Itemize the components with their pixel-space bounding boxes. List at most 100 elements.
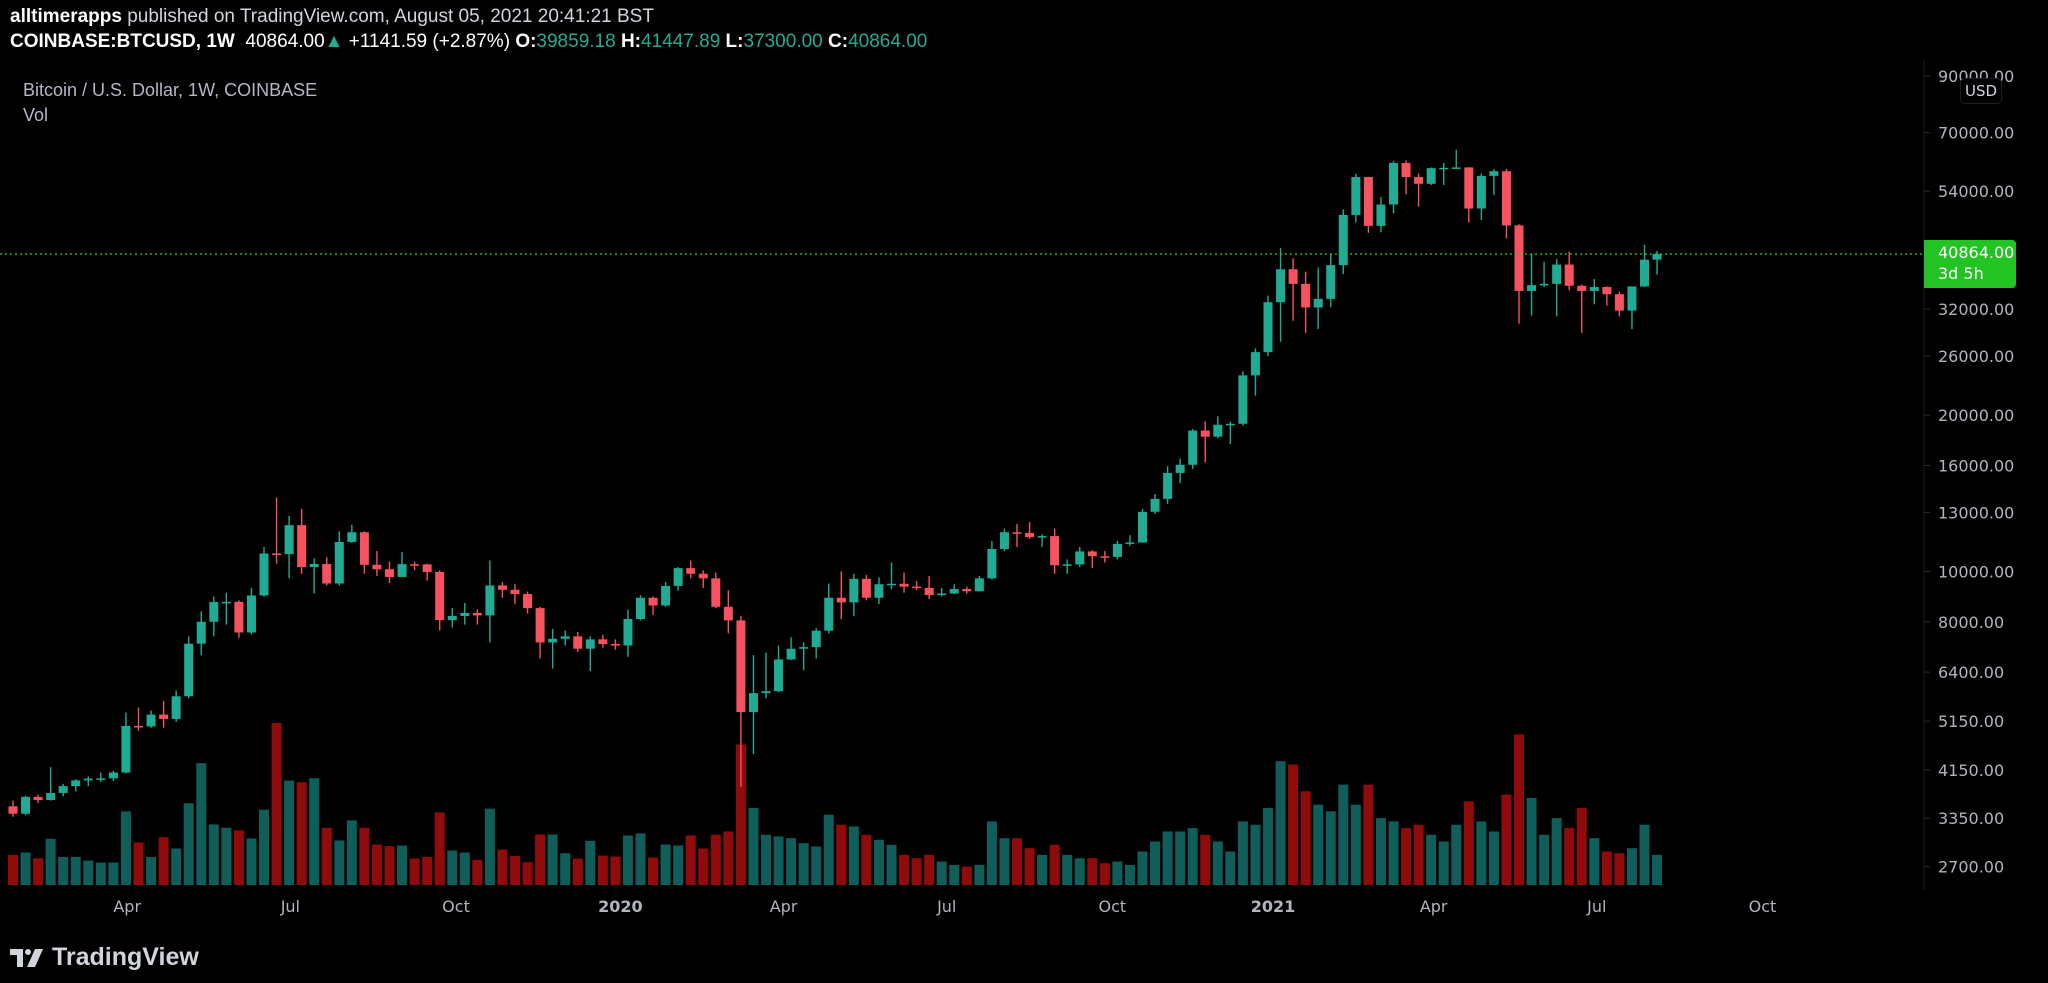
candle[interactable]: [1062, 559, 1072, 574]
candle[interactable]: [962, 586, 972, 594]
candle[interactable]: [447, 608, 457, 628]
time-axis[interactable]: Apr Jul Oct 2020 Apr Jul Oct 2021 Apr Jul Oct: [113, 897, 1776, 916]
candle[interactable]: [347, 524, 357, 543]
candle[interactable]: [1338, 209, 1348, 275]
candle[interactable]: [21, 795, 31, 816]
candle[interactable]: [861, 574, 871, 601]
candle[interactable]: [171, 690, 181, 722]
candle[interactable]: [1050, 528, 1060, 574]
candle[interactable]: [1602, 286, 1612, 306]
candle[interactable]: [46, 767, 56, 801]
candle[interactable]: [1614, 291, 1624, 317]
candle[interactable]: [661, 581, 671, 607]
candle[interactable]: [698, 570, 708, 588]
candle[interactable]: [874, 577, 884, 605]
candle[interactable]: [1012, 523, 1022, 547]
candle[interactable]: [146, 710, 156, 728]
candle[interactable]: [1276, 247, 1286, 342]
candle[interactable]: [209, 596, 219, 637]
candle[interactable]: [196, 611, 206, 656]
candle[interactable]: [1326, 253, 1336, 308]
candle[interactable]: [1501, 168, 1511, 239]
candle[interactable]: [535, 606, 545, 659]
candle[interactable]: [510, 584, 520, 605]
candle[interactable]: [912, 581, 922, 591]
candle[interactable]: [786, 637, 796, 661]
candle[interactable]: [1401, 160, 1411, 195]
candle[interactable]: [573, 631, 583, 652]
candle[interactable]: [1238, 371, 1248, 426]
candle[interactable]: [1640, 244, 1649, 288]
candle[interactable]: [1313, 267, 1323, 330]
candle[interactable]: [58, 783, 68, 797]
candle[interactable]: [1163, 466, 1173, 504]
candle[interactable]: [1564, 251, 1574, 291]
candle[interactable]: [1075, 546, 1085, 568]
candle[interactable]: [1037, 534, 1047, 547]
candle[interactable]: [1376, 197, 1386, 233]
candle[interactable]: [1389, 160, 1398, 214]
candle[interactable]: [761, 652, 771, 699]
candle[interactable]: [974, 576, 984, 592]
candle[interactable]: [1112, 540, 1122, 560]
candle[interactable]: [1451, 149, 1461, 169]
candle[interactable]: [1363, 176, 1373, 233]
candle[interactable]: [1100, 551, 1110, 563]
candle[interactable]: [359, 531, 369, 574]
candle[interactable]: [1225, 421, 1235, 444]
candle[interactable]: [410, 561, 420, 571]
candle[interactable]: [999, 528, 1009, 552]
candle[interactable]: [1087, 550, 1097, 569]
candle[interactable]: [1138, 508, 1147, 543]
candle[interactable]: [460, 602, 470, 625]
candle[interactable]: [372, 551, 382, 577]
price-axis[interactable]: 90000.0070000.0054000.0032000.0026000.00…: [1924, 67, 2014, 877]
candle[interactable]: [322, 557, 332, 586]
candle[interactable]: [33, 794, 43, 804]
candle[interactable]: [1489, 168, 1499, 195]
candle[interactable]: [987, 540, 997, 580]
candle[interactable]: [96, 772, 106, 783]
candle[interactable]: [1351, 173, 1361, 223]
candle[interactable]: [497, 581, 507, 598]
candle[interactable]: [1150, 493, 1160, 515]
candle[interactable]: [1552, 258, 1562, 317]
candle[interactable]: [774, 645, 784, 692]
series-legend[interactable]: Bitcoin / U.S. Dollar, 1W, COINBASE: [23, 80, 318, 100]
candle[interactable]: [548, 628, 558, 669]
candle[interactable]: [799, 642, 809, 671]
candle[interactable]: [598, 634, 608, 648]
candle[interactable]: [736, 616, 746, 787]
candle[interactable]: [1288, 258, 1298, 321]
candle[interactable]: [723, 590, 733, 634]
currency-button[interactable]: USD: [1960, 78, 2002, 104]
candle[interactable]: [121, 712, 131, 774]
candle[interactable]: [134, 707, 143, 731]
candle[interactable]: [811, 628, 821, 659]
candle[interactable]: [1464, 167, 1474, 223]
candle[interactable]: [108, 770, 118, 781]
candle[interactable]: [824, 583, 834, 634]
candle[interactable]: [711, 572, 721, 609]
candle[interactable]: [297, 508, 307, 574]
candle[interactable]: [1439, 162, 1449, 186]
candle[interactable]: [485, 560, 495, 643]
candle[interactable]: [1175, 458, 1185, 484]
candle[interactable]: [83, 776, 93, 787]
volume-legend[interactable]: Vol: [23, 105, 49, 125]
candle[interactable]: [1627, 286, 1637, 330]
candle[interactable]: [585, 636, 595, 672]
candle[interactable]: [435, 570, 445, 631]
candle[interactable]: [748, 655, 758, 755]
candle[interactable]: [949, 584, 959, 594]
candle[interactable]: [1476, 173, 1486, 221]
candle[interactable]: [334, 531, 344, 586]
candle[interactable]: [1213, 416, 1223, 439]
candle[interactable]: [1250, 348, 1260, 396]
candle[interactable]: [849, 573, 859, 617]
candle[interactable]: [1301, 271, 1311, 333]
candle[interactable]: [1263, 295, 1273, 357]
candle[interactable]: [272, 497, 282, 564]
candle[interactable]: [246, 587, 256, 635]
